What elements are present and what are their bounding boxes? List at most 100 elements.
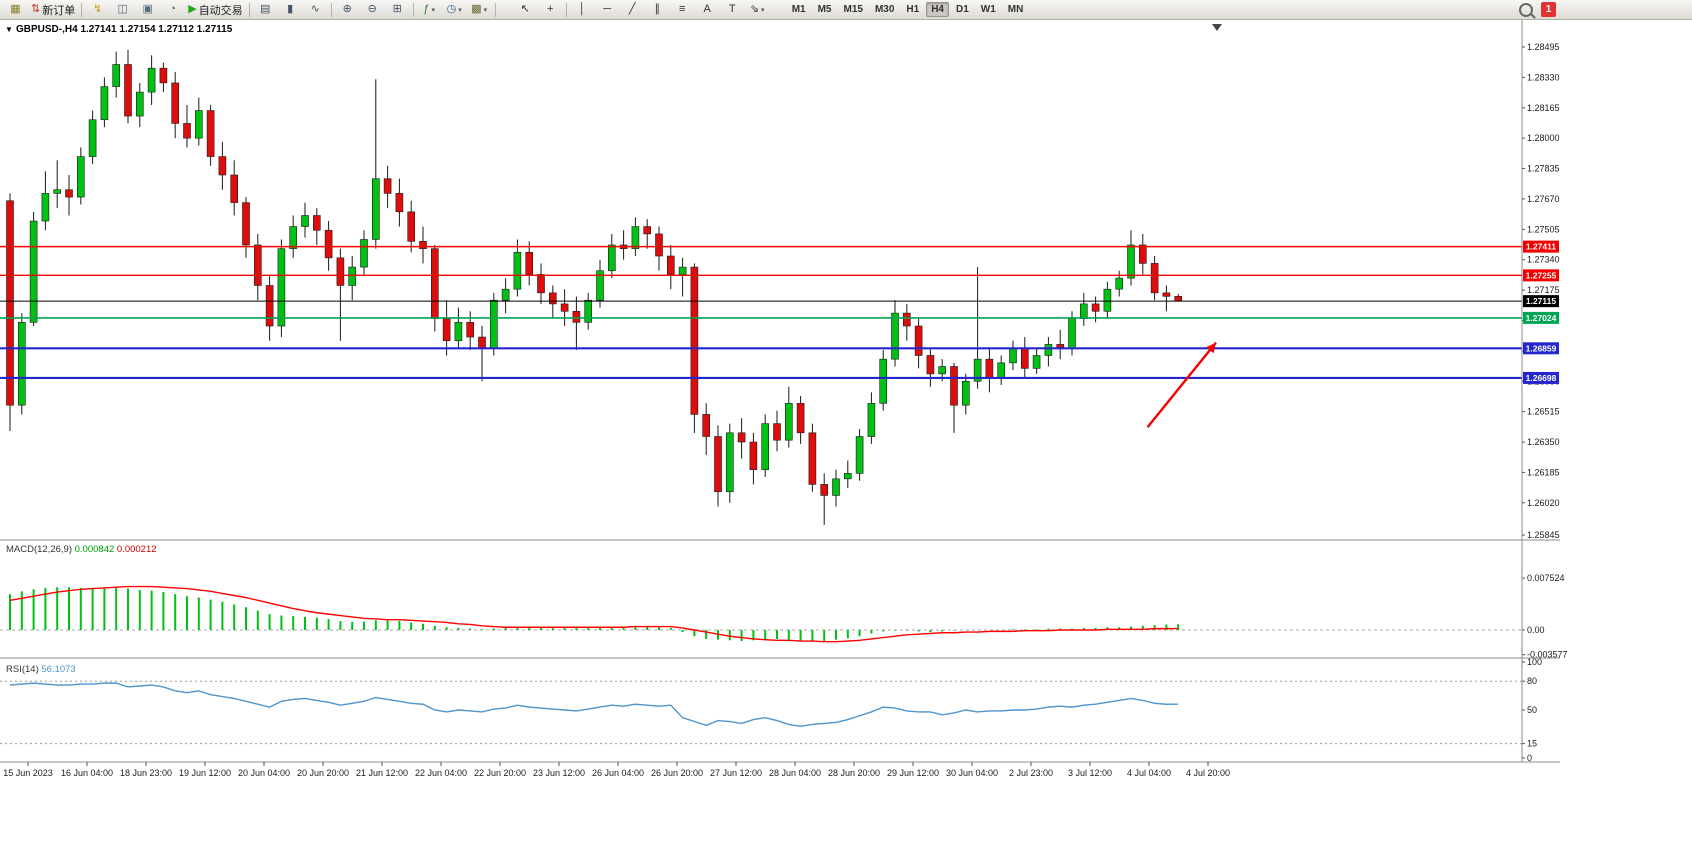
trendline-tool-button[interactable]: ╱ bbox=[620, 0, 645, 19]
new-order-label: 新订单 bbox=[42, 4, 76, 17]
new-chart-button[interactable]: ▦ bbox=[3, 0, 28, 19]
toolbar-buttons: ▦ ⇅ 新订单 ↯ ◫ ▣ ◔ ▶ 自动交易 ▤ ▮ ∿ ⊕ ⊖ ⊞ ƒ ▾ ◷ ▾ ▩ ▾ ↖ + │ ─ ╱ ∥ ≡ A T ⇘ ▾ M1 M… bbox=[3, 0, 1029, 19]
history-center-button[interactable]: ◔ bbox=[160, 0, 185, 19]
line-chart-mode-button[interactable]: ∿ bbox=[303, 0, 328, 19]
chart-window-button[interactable]: ▣ bbox=[135, 0, 160, 19]
svg-text:4 Jul 20:00: 4 Jul 20:00 bbox=[1186, 768, 1230, 778]
svg-text:22 Jun 20:00: 22 Jun 20:00 bbox=[474, 768, 526, 778]
candlestick-mode-icon: ▮ bbox=[287, 3, 294, 15]
indicators-button[interactable]: ƒ ▾ bbox=[417, 0, 442, 19]
new-chart-icon: ▦ bbox=[10, 3, 21, 15]
dropdown-caret-icon: ▾ bbox=[458, 6, 462, 14]
svg-text:1.28330: 1.28330 bbox=[1527, 72, 1560, 82]
svg-text:1.25845: 1.25845 bbox=[1527, 530, 1560, 540]
svg-text:GBPUSD-,H4 1.27141 1.27154 1.: GBPUSD-,H4 1.27141 1.27154 1.27112 1.271… bbox=[16, 24, 233, 35]
timeframe-h1-button[interactable]: H1 bbox=[906, 4, 920, 15]
new-order-button[interactable]: ⇅ 新订单 bbox=[28, 0, 78, 19]
svg-text:4 Jul 04:00: 4 Jul 04:00 bbox=[1127, 768, 1171, 778]
svg-text:28 Jun 20:00: 28 Jun 20:00 bbox=[828, 768, 880, 778]
timeframe-mn-button[interactable]: MN bbox=[1007, 4, 1024, 15]
zoom-in-button[interactable]: ⊕ bbox=[335, 0, 360, 19]
templates-icon: ▩ bbox=[471, 3, 482, 15]
templates-button[interactable]: ▩ ▾ bbox=[467, 0, 492, 19]
print-icon: ◫ bbox=[117, 3, 128, 15]
svg-text:1.27024: 1.27024 bbox=[1526, 313, 1557, 323]
timeframe-w1-button[interactable]: W1 bbox=[980, 4, 996, 15]
svg-text:1.26185: 1.26185 bbox=[1527, 467, 1560, 477]
alerts-button[interactable]: ↯ bbox=[85, 0, 110, 19]
chart-title: ▼ GBPUSD-,H4 1.27141 1.27154 1.27112 1.27… bbox=[5, 24, 233, 35]
timeframe-h4-button[interactable]: H4 bbox=[926, 2, 949, 17]
svg-text:22 Jun 04:00: 22 Jun 04:00 bbox=[415, 768, 467, 778]
svg-text:1.27340: 1.27340 bbox=[1527, 255, 1560, 265]
svg-text:1.27115: 1.27115 bbox=[1526, 296, 1557, 306]
timeframe-m15-button[interactable]: M15 bbox=[843, 4, 863, 15]
vertical-line-tool-button[interactable]: │ bbox=[570, 0, 595, 19]
arrows-tool-button[interactable]: ⇘ ▾ bbox=[745, 0, 770, 19]
channel-tool-icon: ∥ bbox=[654, 3, 660, 15]
time-axis[interactable]: 15 Jun 2023 16 Jun 04:00 18 Jun 23:00 19 Ju… bbox=[3, 762, 1230, 778]
svg-text:50: 50 bbox=[1527, 705, 1537, 715]
timeframe-m1-button[interactable]: M1 bbox=[791, 4, 806, 15]
text-label-tool-button[interactable]: T bbox=[720, 0, 745, 19]
horizontal-line-tool-button[interactable]: ─ bbox=[595, 0, 620, 19]
svg-text:1.26020: 1.26020 bbox=[1527, 498, 1560, 508]
indicators-icon: ƒ bbox=[423, 3, 430, 15]
text-tool-button[interactable]: A bbox=[695, 0, 720, 19]
price-axis[interactable]: 1.28495 1.28330 1.28165 1.28000 1.27835 1.276… bbox=[1522, 42, 1568, 763]
svg-text:30 Jun 04:00: 30 Jun 04:00 bbox=[946, 768, 998, 778]
fibonacci-tool-icon: ≡ bbox=[678, 3, 686, 15]
svg-text:1.27505: 1.27505 bbox=[1527, 224, 1560, 234]
print-button[interactable]: ◫ bbox=[110, 0, 135, 19]
notification-badge[interactable]: 1 bbox=[1541, 2, 1556, 17]
timeframe-d1-button[interactable]: D1 bbox=[956, 4, 969, 15]
rsi-panel: RSI(14) 56.1073 bbox=[0, 664, 1522, 745]
svg-text:1.26698: 1.26698 bbox=[1526, 373, 1557, 383]
periods-icon: ◷ bbox=[446, 3, 457, 15]
text-label-tool-icon: T bbox=[728, 3, 736, 15]
price-hlines[interactable] bbox=[0, 245, 1522, 380]
svg-text:0.00: 0.00 bbox=[1527, 625, 1545, 635]
dropdown-caret-icon: ▾ bbox=[761, 6, 765, 14]
svg-text:MACD(12,26,9) 0.000842 0.00021: MACD(12,26,9) 0.000842 0.000212 bbox=[6, 544, 157, 555]
toolbar-separator bbox=[494, 2, 496, 17]
candlestick-mode-button[interactable]: ▮ bbox=[278, 0, 303, 19]
tile-windows-button[interactable]: ⊞ bbox=[385, 0, 410, 19]
dropdown-caret-icon: ▾ bbox=[483, 6, 488, 14]
toolbar: ▦ ⇅ 新订单 ↯ ◫ ▣ ◔ ▶ 自动交易 ▤ ▮ ∿ ⊕ ⊖ ⊞ ƒ ▾ ◷ ▾ ▩ ▾ ↖ + │ ─ ╱ ∥ ≡ A T ⇘ ▾ M1 M… bbox=[0, 0, 1692, 20]
svg-text:15 Jun 2023: 15 Jun 2023 bbox=[3, 768, 53, 778]
history-center-icon: ◔ bbox=[169, 3, 177, 15]
channel-tool-button[interactable]: ∥ bbox=[645, 0, 670, 19]
bar-chart-mode-button[interactable]: ▤ bbox=[253, 0, 278, 19]
chart-shift-marker[interactable] bbox=[1212, 24, 1222, 31]
dropdown-caret-icon: ▾ bbox=[431, 6, 435, 14]
toolbar-right: 1 bbox=[1519, 2, 1560, 17]
chart-canvas[interactable]: ▼ GBPUSD-,H4 1.27141 1.27154 1.27112 1.27… bbox=[0, 20, 1692, 844]
macd-panel: MACD(12,26,9) 0.000842 0.000212 bbox=[0, 544, 1522, 643]
toolbar-separator bbox=[330, 2, 332, 17]
fibonacci-tool-button[interactable]: ≡ bbox=[670, 0, 695, 19]
toolbar-separator bbox=[248, 2, 250, 17]
svg-text:▼: ▼ bbox=[5, 25, 13, 34]
crosshair-tool-button[interactable]: + bbox=[538, 0, 563, 19]
timeframe-m5-button[interactable]: M5 bbox=[817, 4, 832, 15]
trend-arrow-annotation[interactable] bbox=[1146, 341, 1217, 429]
svg-text:1.26350: 1.26350 bbox=[1527, 437, 1560, 447]
svg-text:20 Jun 20:00: 20 Jun 20:00 bbox=[297, 768, 349, 778]
svg-text:1.28000: 1.28000 bbox=[1527, 133, 1560, 143]
chart-window-icon: ▣ bbox=[142, 3, 153, 15]
toolbar-separator bbox=[81, 2, 83, 17]
cursor-tool-button[interactable]: ↖ bbox=[513, 0, 538, 19]
periods-button[interactable]: ◷ ▾ bbox=[442, 0, 467, 19]
svg-text:RSI(14) 56.1073: RSI(14) 56.1073 bbox=[6, 664, 76, 675]
auto-trading-button[interactable]: ▶ 自动交易 bbox=[185, 0, 245, 19]
timeframe-m30-button[interactable]: M30 bbox=[874, 4, 895, 15]
svg-text:23 Jun 12:00: 23 Jun 12:00 bbox=[533, 768, 585, 778]
zoom-out-button[interactable]: ⊖ bbox=[360, 0, 385, 19]
search-icon[interactable] bbox=[1519, 2, 1533, 17]
svg-text:100: 100 bbox=[1527, 657, 1542, 667]
text-tool-icon: A bbox=[703, 3, 711, 15]
svg-text:16 Jun 04:00: 16 Jun 04:00 bbox=[61, 768, 113, 778]
auto-trading-label: 自动交易 bbox=[198, 4, 243, 17]
svg-text:2 Jul 23:00: 2 Jul 23:00 bbox=[1009, 768, 1053, 778]
